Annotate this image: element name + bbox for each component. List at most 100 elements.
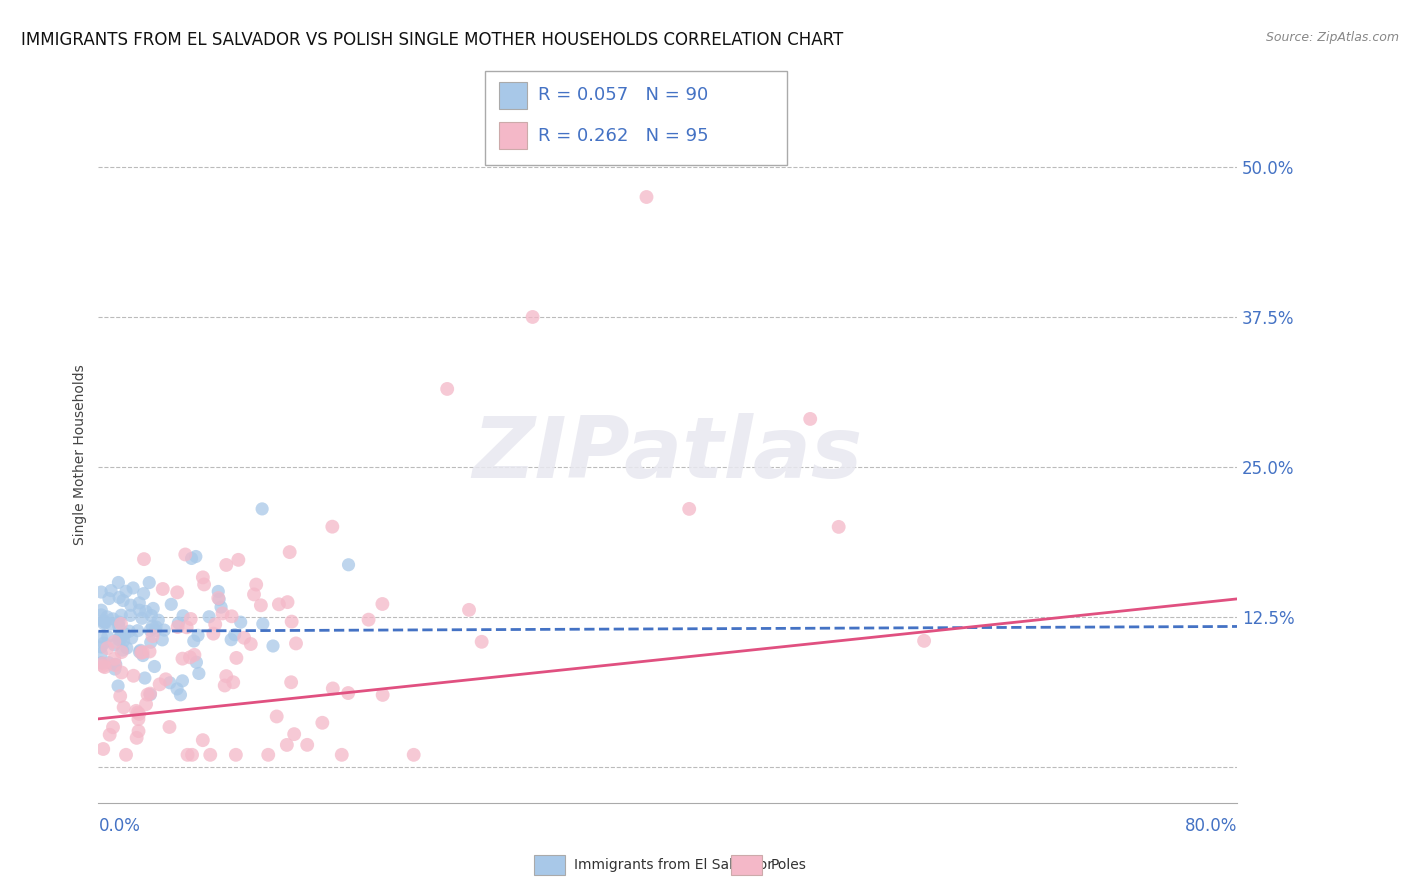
Point <box>176 747 198 762</box>
Point <box>132 587 155 601</box>
Text: Source: ZipAtlas.com: Source: ZipAtlas.com <box>1265 31 1399 45</box>
Point <box>103 634 125 648</box>
Text: IMMIGRANTS FROM EL SALVADOR VS POLISH SINGLE MOTHER HOUSEHOLDS CORRELATION CHART: IMMIGRANTS FROM EL SALVADOR VS POLISH SI… <box>21 31 844 49</box>
Point <box>239 637 262 651</box>
Point <box>252 616 274 631</box>
Point <box>471 635 494 649</box>
Point <box>108 591 131 605</box>
Point <box>174 548 197 562</box>
Point <box>98 728 121 742</box>
Point <box>128 645 150 659</box>
Point <box>283 727 305 741</box>
Point <box>149 677 172 691</box>
Point <box>132 552 155 566</box>
Point <box>110 665 132 680</box>
Point <box>131 645 153 659</box>
Point <box>101 720 124 734</box>
Point <box>93 660 115 674</box>
Point <box>122 669 145 683</box>
Point <box>96 610 118 624</box>
Point <box>91 742 114 756</box>
Point <box>436 382 458 396</box>
Point <box>139 687 162 701</box>
Point <box>176 620 198 634</box>
Point <box>136 688 159 702</box>
Point <box>90 640 112 654</box>
Point <box>311 715 333 730</box>
Point <box>125 731 148 745</box>
Point <box>191 570 214 584</box>
Point <box>120 598 142 612</box>
Point <box>250 599 273 613</box>
Point <box>204 617 226 632</box>
Point <box>96 641 118 656</box>
Point <box>135 604 157 618</box>
Point <box>110 632 132 647</box>
Point <box>233 631 256 645</box>
Point <box>166 585 188 599</box>
Point <box>103 638 125 652</box>
Point <box>138 644 160 658</box>
Point <box>180 551 202 566</box>
Point <box>224 628 246 642</box>
Point <box>295 738 318 752</box>
Point <box>127 712 149 726</box>
Point <box>108 615 131 629</box>
Point <box>337 558 360 572</box>
Point <box>131 611 153 625</box>
Point <box>280 615 302 629</box>
Point <box>159 675 181 690</box>
Point <box>142 629 165 643</box>
Text: R = 0.262   N = 95: R = 0.262 N = 95 <box>538 127 709 145</box>
Point <box>145 620 167 634</box>
Point <box>215 669 238 683</box>
Point <box>215 558 238 572</box>
Point <box>139 688 162 702</box>
Point <box>107 575 129 590</box>
Point <box>128 724 150 739</box>
Point <box>90 585 112 599</box>
Point <box>183 634 205 648</box>
Point <box>828 520 851 534</box>
Point <box>128 603 150 617</box>
Point <box>330 747 353 762</box>
Point <box>148 613 170 627</box>
Point <box>193 577 215 591</box>
Point <box>179 650 201 665</box>
Point <box>322 681 344 696</box>
Point <box>107 619 129 633</box>
Point <box>276 595 298 609</box>
Point <box>138 575 160 590</box>
Point <box>209 600 232 615</box>
Point <box>266 709 288 723</box>
Point <box>112 593 135 607</box>
Point <box>129 643 152 657</box>
Point <box>198 609 221 624</box>
Point <box>118 624 141 639</box>
Point <box>110 608 132 623</box>
Point <box>97 630 120 644</box>
Point <box>245 577 267 591</box>
Point <box>121 631 143 645</box>
Point <box>200 747 222 762</box>
Point <box>107 632 129 647</box>
Point <box>184 549 207 564</box>
Point <box>243 587 266 601</box>
Point <box>402 747 425 762</box>
Point <box>228 553 250 567</box>
Point <box>207 591 229 605</box>
Point <box>172 673 194 688</box>
Text: Poles: Poles <box>770 858 807 872</box>
Point <box>108 630 131 644</box>
Point <box>186 655 208 669</box>
Point <box>152 582 174 596</box>
Point <box>257 747 280 762</box>
Point <box>278 545 301 559</box>
Point <box>98 591 121 606</box>
Point <box>107 679 129 693</box>
Point <box>101 612 124 626</box>
Point <box>115 640 138 655</box>
Point <box>108 689 131 703</box>
Point <box>115 584 138 599</box>
Point <box>135 697 157 711</box>
